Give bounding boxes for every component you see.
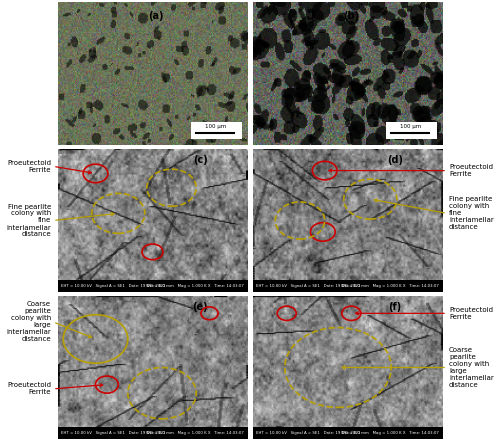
Text: WD = 8.0 mm   Mag = 1.000 K X   Time: 14:03:07: WD = 8.0 mm Mag = 1.000 K X Time: 14:03:…: [146, 284, 244, 288]
Text: WD = 8.0 mm   Mag = 1.000 K X   Time: 14:03:07: WD = 8.0 mm Mag = 1.000 K X Time: 14:03:…: [341, 284, 438, 288]
Text: (f): (f): [388, 302, 402, 312]
Text: Fine pearlite
colony with
fine
interlamellar
distance: Fine pearlite colony with fine interlame…: [6, 203, 51, 238]
Text: Proeutectoid
Ferrite: Proeutectoid Ferrite: [7, 382, 51, 396]
Text: Proeutectoid
Ferrite: Proeutectoid Ferrite: [7, 160, 51, 173]
Text: (d): (d): [387, 155, 403, 165]
Bar: [252, 280, 442, 292]
Text: Proeutectoid
Ferrite: Proeutectoid Ferrite: [449, 164, 493, 177]
Bar: [190, 122, 242, 139]
Text: (b): (b): [343, 11, 359, 21]
Text: EHT = 10.00 kV   Signal A = SE1   Date: 19 Dec 2021: EHT = 10.00 kV Signal A = SE1 Date: 19 D…: [62, 431, 166, 435]
Bar: [58, 427, 248, 439]
Text: (c): (c): [192, 155, 208, 165]
Bar: [386, 122, 437, 139]
Text: WD = 8.0 mm   Mag = 1.000 K X   Time: 14:03:07: WD = 8.0 mm Mag = 1.000 K X Time: 14:03:…: [341, 431, 438, 435]
Text: EHT = 10.00 kV   Signal A = SE1   Date: 19 Dec 2021: EHT = 10.00 kV Signal A = SE1 Date: 19 D…: [256, 284, 360, 288]
Text: Proeutectoid
Ferrite: Proeutectoid Ferrite: [449, 307, 493, 320]
Text: Coarse
pearlite
colony with
large
interlamellar
distance: Coarse pearlite colony with large interl…: [449, 347, 494, 388]
Text: 100 μm: 100 μm: [204, 124, 226, 129]
Bar: [252, 427, 442, 439]
Text: WD = 8.0 mm   Mag = 1.000 K X   Time: 14:03:07: WD = 8.0 mm Mag = 1.000 K X Time: 14:03:…: [146, 431, 244, 435]
Text: EHT = 10.00 kV   Signal A = SE1   Date: 19 Dec 2021: EHT = 10.00 kV Signal A = SE1 Date: 19 D…: [62, 284, 166, 288]
Text: (e): (e): [192, 302, 208, 312]
Text: (a): (a): [148, 11, 164, 21]
Text: 100 μm: 100 μm: [400, 124, 421, 129]
Text: EHT = 10.00 kV   Signal A = SE1   Date: 19 Dec 2021: EHT = 10.00 kV Signal A = SE1 Date: 19 D…: [256, 431, 360, 435]
Text: Fine pearlite
colony with
fine
interlamellar
distance: Fine pearlite colony with fine interlame…: [449, 196, 494, 230]
Text: Coarse
pearlite
colony with
large
interlamellar
distance: Coarse pearlite colony with large interl…: [6, 301, 51, 342]
Bar: [58, 280, 248, 292]
